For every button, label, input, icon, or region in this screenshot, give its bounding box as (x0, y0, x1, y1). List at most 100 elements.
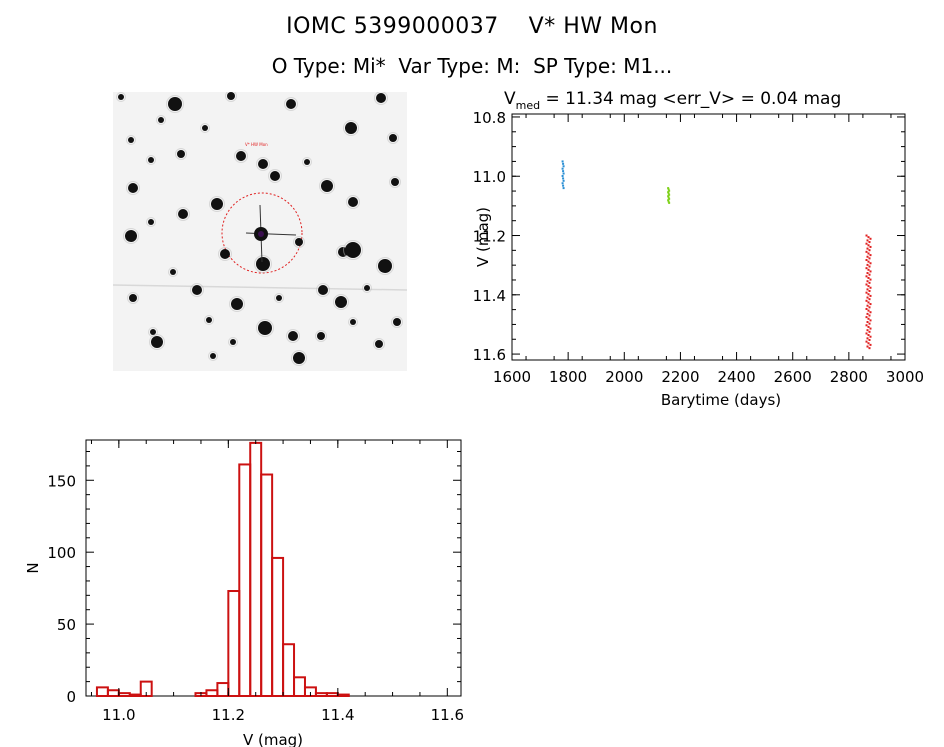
star-halo (346, 195, 360, 209)
hist-bar (336, 693, 350, 697)
lc-point (868, 298, 871, 301)
lc-point (667, 196, 670, 199)
star-halo (190, 283, 204, 297)
star-halo (373, 338, 385, 350)
lightcurve-y-ticks: 10.8 11.0 11.2 11.4 11.6 (473, 109, 905, 364)
star (148, 157, 154, 163)
lc-point (865, 267, 868, 270)
star-halo (291, 350, 307, 366)
lc-point (869, 311, 872, 314)
histogram-bars (95, 441, 350, 698)
lc-point (867, 252, 870, 255)
star-halo (204, 315, 214, 325)
star-halo (166, 95, 184, 113)
lc-point (866, 247, 869, 250)
lc-point (865, 324, 868, 327)
star (391, 178, 399, 186)
lc-point (865, 316, 868, 319)
lc-x-tick-label: 2200 (661, 368, 699, 386)
lc-point (868, 330, 871, 333)
lc-point (562, 177, 565, 180)
lc-point (865, 234, 868, 237)
star-halo (319, 178, 335, 194)
lc-x-tick-label: 2400 (717, 368, 755, 386)
lightcurve-frame (511, 113, 906, 361)
star-halo (208, 351, 218, 361)
star-halo (149, 334, 165, 350)
lc-x-tick-label: 1800 (549, 368, 587, 386)
lc-point (867, 276, 870, 279)
lc-point (868, 265, 871, 268)
hist-x-tick-label: 11.0 (102, 706, 135, 724)
star-halo (387, 132, 399, 144)
lc-point (866, 272, 869, 275)
star (158, 117, 164, 123)
lc-point (867, 301, 870, 304)
star (393, 318, 401, 326)
lc-point (866, 321, 869, 324)
hist-bar (249, 441, 263, 697)
star-halo (254, 255, 272, 273)
lc-point (865, 332, 868, 335)
histogram-x-ticks: 11.0 11.2 11.4 11.6 (90, 440, 464, 724)
lc-y-tick-label: 10.8 (473, 109, 506, 127)
star (345, 122, 357, 134)
lc-point (867, 285, 870, 288)
star-halo (156, 115, 166, 125)
lightcurve-xlabel: Barytime (days) (661, 391, 781, 409)
star-halo (333, 294, 349, 310)
hist-bar (128, 693, 142, 697)
lc-point (868, 249, 871, 252)
lc-point (867, 325, 870, 328)
lc-point (869, 343, 872, 346)
star-halo (362, 283, 372, 293)
lc-point (561, 174, 564, 177)
star-halo (168, 267, 178, 277)
hist-bar (205, 689, 219, 698)
lc-point (562, 170, 565, 173)
star-halo (146, 155, 156, 165)
hist-bar (238, 463, 252, 697)
star-halo (286, 329, 300, 343)
star-halo (127, 292, 139, 304)
lc-point (869, 237, 872, 240)
star (376, 93, 386, 103)
star-field (116, 92, 403, 366)
lc-point (865, 242, 868, 245)
lc-x-tick-label: 2000 (605, 368, 643, 386)
lc-point (865, 283, 868, 286)
star-halo (389, 176, 401, 188)
star (148, 219, 154, 225)
star (202, 125, 208, 131)
star-halo (302, 157, 312, 167)
lc-point (667, 191, 670, 194)
hist-x-tick-label: 11.4 (321, 706, 354, 724)
star (177, 150, 185, 158)
lc-point (866, 312, 869, 315)
lc-point (562, 172, 565, 175)
lc-x-tick-label: 3000 (886, 368, 924, 386)
lc-y-tick-label: 11.4 (473, 287, 506, 305)
histogram-y-ticks: 0 50 100 150 (47, 451, 461, 706)
star (210, 353, 216, 359)
star-halo (374, 92, 388, 105)
lc-point (865, 340, 868, 343)
histogram-frame (85, 439, 462, 697)
lc-y-tick-label: 11.0 (473, 168, 506, 186)
lc-point (867, 342, 870, 345)
hist-y-tick-label: 150 (47, 472, 76, 490)
lc-point (867, 236, 870, 239)
star (129, 294, 137, 302)
target-label: V* HW Mon (245, 142, 268, 147)
hist-bar (117, 692, 131, 698)
star-halo (316, 283, 330, 297)
star (276, 295, 282, 301)
lc-point (869, 245, 872, 248)
lightcurve-title: Vmed = 11.34 mag <err_V> = 0.04 mag (504, 89, 841, 112)
star (348, 197, 358, 207)
lc-point (561, 182, 564, 185)
star-halo (123, 228, 139, 244)
star (375, 340, 383, 348)
